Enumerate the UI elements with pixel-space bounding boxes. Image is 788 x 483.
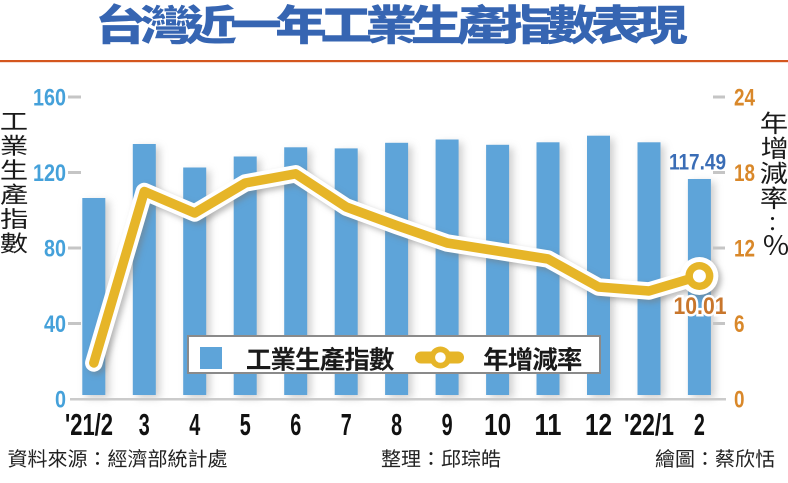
svg-text:24: 24 (734, 85, 756, 112)
svg-text:10: 10 (484, 407, 511, 442)
svg-text:3: 3 (139, 407, 150, 442)
svg-text:4: 4 (189, 407, 200, 442)
svg-text:0: 0 (55, 387, 66, 414)
svg-text:10.01: 10.01 (674, 293, 727, 320)
svg-text:18: 18 (734, 160, 755, 187)
svg-text:0: 0 (734, 387, 745, 414)
svg-text:11: 11 (535, 407, 562, 442)
svg-text:5: 5 (240, 407, 251, 442)
svg-text:7: 7 (341, 407, 352, 442)
svg-text:80: 80 (44, 236, 66, 263)
svg-text:117.49: 117.49 (669, 149, 726, 174)
svg-text:6: 6 (290, 407, 301, 442)
svg-text:9: 9 (442, 407, 453, 442)
svg-text:40: 40 (44, 311, 66, 338)
svg-text:8: 8 (391, 407, 402, 442)
svg-text:'21/2: '21/2 (65, 407, 113, 442)
svg-text:160: 160 (33, 85, 66, 112)
svg-text:'22/1: '22/1 (624, 407, 674, 442)
svg-text:12: 12 (585, 407, 612, 442)
svg-text:120: 120 (33, 160, 66, 187)
svg-text:12: 12 (734, 236, 755, 263)
svg-text:6: 6 (734, 311, 745, 338)
svg-text:2: 2 (694, 407, 705, 442)
